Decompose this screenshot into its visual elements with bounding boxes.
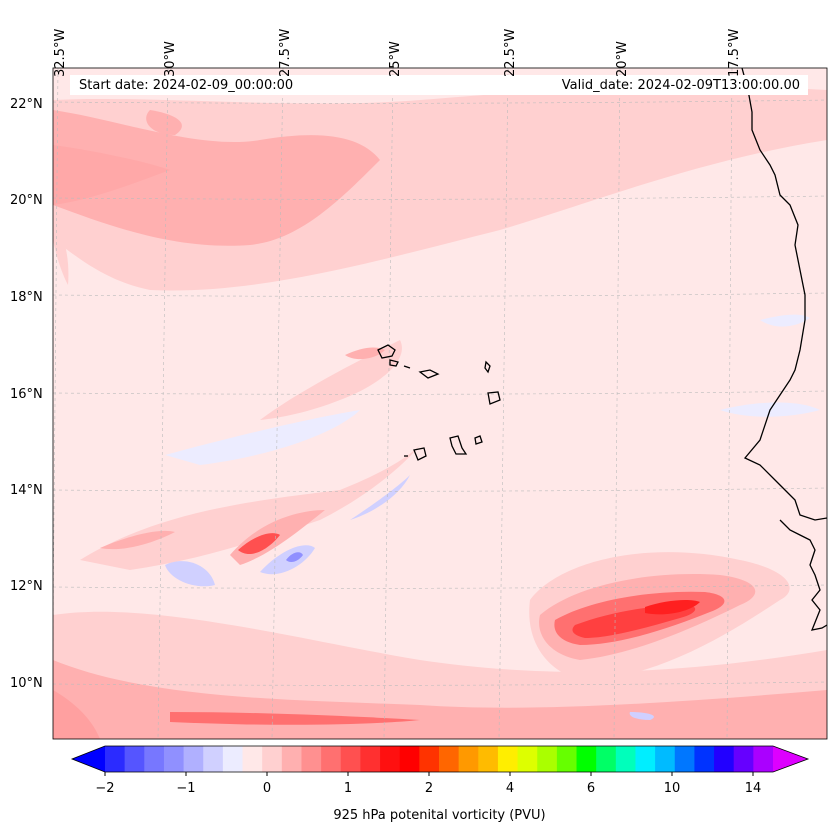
colorbar-swatch bbox=[655, 746, 676, 772]
colorbar-tick-label: 0 bbox=[262, 781, 272, 796]
colorbar-swatch bbox=[674, 746, 695, 772]
lat-label: 18°N bbox=[10, 290, 43, 305]
colorbar-tick-label: 6 bbox=[586, 781, 596, 796]
lon-label: 32.5°W bbox=[53, 28, 68, 77]
colorbar bbox=[70, 745, 810, 776]
colorbar-swatch bbox=[714, 746, 735, 772]
colorbar-swatch bbox=[203, 746, 224, 772]
valid-date-label: Valid_date: 2024-02-09T13:00:00.00 bbox=[561, 78, 800, 93]
colorbar-tick-label: 10 bbox=[663, 781, 681, 796]
colorbar-extend-min bbox=[72, 746, 105, 772]
colorbar-swatch bbox=[497, 746, 519, 772]
colorbar-tick-label: 14 bbox=[744, 781, 762, 796]
colorbar-swatch bbox=[733, 746, 754, 772]
colorbar-swatch bbox=[321, 746, 342, 772]
colorbar-swatch bbox=[183, 746, 204, 772]
colorbar-tick-label: 4 bbox=[505, 781, 515, 796]
colorbar-swatch bbox=[419, 746, 440, 772]
colorbar-swatch bbox=[517, 746, 538, 772]
african-coastline bbox=[741, 68, 827, 521]
lat-label: 20°N bbox=[10, 193, 43, 208]
lat-label: 12°N bbox=[10, 579, 43, 594]
colorbar-swatch bbox=[163, 746, 185, 772]
lon-label: 30°W bbox=[163, 41, 178, 77]
colorbar-swatch bbox=[439, 746, 460, 772]
colorbar-swatch bbox=[281, 746, 302, 772]
colorbar-swatch bbox=[105, 746, 126, 772]
colorbar-swatch bbox=[380, 746, 401, 772]
lat-label: 10°N bbox=[10, 676, 43, 691]
colorbar-tick-label: 1 bbox=[343, 781, 353, 796]
colorbar-title: 925 hPa potenital vorticity (PVU) bbox=[333, 808, 546, 823]
colorbar-tick-label: −2 bbox=[95, 781, 115, 796]
colorbar-swatch bbox=[458, 746, 479, 772]
pv-field bbox=[53, 68, 827, 739]
lat-label: 14°N bbox=[10, 483, 43, 498]
lon-label: 17.5°W bbox=[727, 28, 742, 77]
lat-label: 16°N bbox=[10, 387, 43, 402]
colorbar-tick-label: −1 bbox=[176, 781, 196, 796]
colorbar-swatch bbox=[144, 746, 165, 772]
lon-label: 27.5°W bbox=[278, 28, 293, 77]
cape-verde-islands bbox=[377, 344, 501, 461]
colorbar-swatch bbox=[537, 746, 558, 772]
lon-label: 22.5°W bbox=[503, 28, 518, 77]
colorbar-swatch bbox=[753, 746, 774, 772]
start-date-label: Start date: 2024-02-09_00:00:00 bbox=[79, 78, 294, 93]
lat-label: 22°N bbox=[10, 97, 43, 112]
colorbar-swatch bbox=[694, 746, 715, 772]
colorbar-swatch bbox=[340, 746, 361, 772]
colorbar-swatch bbox=[478, 746, 499, 772]
map-frame bbox=[52, 67, 828, 740]
colorbar-swatch bbox=[124, 746, 145, 772]
colorbar-swatch bbox=[222, 746, 244, 772]
colorbar-extend-max bbox=[773, 746, 808, 772]
colorbar-swatch bbox=[576, 746, 597, 772]
colorbar-swatch bbox=[399, 746, 420, 772]
lon-label: 25°W bbox=[388, 41, 403, 77]
colorbar-swatch bbox=[360, 746, 381, 772]
colorbar-swatch bbox=[556, 746, 578, 772]
colorbar-swatch bbox=[596, 746, 617, 772]
colorbar-swatch bbox=[301, 746, 322, 772]
colorbar-swatch bbox=[262, 746, 283, 772]
header-bar bbox=[70, 75, 808, 95]
colorbar-tick-label: 2 bbox=[424, 781, 434, 796]
lon-label: 20°W bbox=[615, 41, 630, 77]
colorbar-swatch bbox=[635, 746, 656, 772]
colorbar-swatch bbox=[615, 746, 636, 772]
colorbar-swatch bbox=[242, 746, 263, 772]
